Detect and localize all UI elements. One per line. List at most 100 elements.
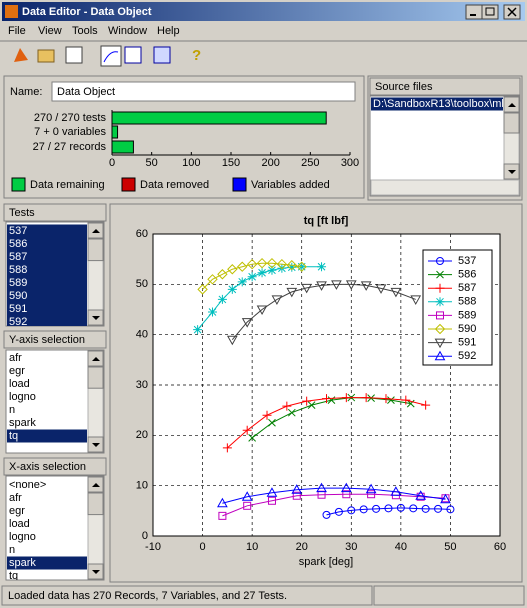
marker	[222, 443, 232, 453]
tool-button[interactable]	[124, 46, 142, 64]
marker	[440, 493, 451, 504]
x-list-item[interactable]: egr	[9, 505, 25, 517]
y-tick-label: 20	[136, 429, 148, 441]
marker	[241, 318, 253, 328]
marker	[401, 395, 411, 405]
lists: Source files D:\SandboxR13\toolbox\mb Test…	[3, 77, 521, 582]
tests-item[interactable]: 586	[9, 238, 27, 250]
name-label: Name:	[10, 86, 42, 98]
name-value[interactable]: Data Object	[57, 86, 115, 98]
window-title: Data Editor - Data Object	[22, 6, 152, 18]
x-list-item[interactable]: load	[9, 518, 30, 530]
tests-item[interactable]: 591	[9, 303, 27, 315]
source-panel	[367, 75, 523, 201]
series-line	[222, 493, 446, 517]
h-scrollbar[interactable]	[370, 179, 520, 196]
panel-title: X-axis selection	[9, 461, 86, 473]
tests-item[interactable]: 588	[9, 264, 27, 276]
marker	[340, 482, 352, 493]
panel-title: Y-axis selection	[9, 334, 85, 346]
menu-item[interactable]: Tools	[72, 25, 98, 37]
tool-icon	[14, 48, 28, 62]
y-list-item[interactable]: tq	[9, 430, 18, 442]
tests-item[interactable]: 590	[9, 290, 27, 302]
tests-item[interactable]: 589	[9, 277, 27, 289]
x-list-item[interactable]: afr	[9, 492, 22, 504]
marker	[372, 504, 381, 513]
legend-label: 590	[458, 323, 476, 335]
selection	[7, 556, 87, 570]
help-icon[interactable]: ?	[192, 47, 201, 64]
series-line	[231, 283, 416, 341]
x-list-item[interactable]: logno	[9, 531, 36, 543]
tests-item[interactable]: 537	[9, 225, 27, 237]
bar-label: 7 + 0 variables	[34, 126, 106, 138]
marker	[406, 399, 415, 408]
marker	[268, 418, 276, 427]
bar	[111, 111, 327, 125]
y-list-item[interactable]: afr	[9, 352, 22, 364]
menu-item[interactable]: View	[38, 25, 62, 37]
x-tick-label: 60	[494, 541, 506, 553]
y-tick-label: 10	[136, 480, 148, 492]
plot-panel	[109, 203, 523, 583]
source-item[interactable]: D:\SandboxR13\toolbox\mb	[373, 98, 508, 110]
selection	[7, 315, 87, 326]
marker	[316, 482, 327, 493]
x-list-item[interactable]: <none>	[9, 479, 46, 491]
thumb[interactable]	[87, 366, 104, 389]
tool-button[interactable]	[37, 49, 55, 63]
maximize-button[interactable]	[481, 4, 499, 20]
menu-item[interactable]: Help	[157, 25, 180, 37]
selection	[7, 276, 87, 290]
bar	[111, 140, 134, 154]
y-tick-label: 60	[136, 228, 148, 240]
marker	[322, 394, 331, 404]
marker	[365, 483, 377, 494]
tests-item[interactable]: 592	[9, 316, 27, 328]
tool-icon	[103, 51, 119, 63]
y-list-item[interactable]: egr	[9, 365, 25, 377]
thumb[interactable]	[503, 112, 520, 134]
minimize-button[interactable]	[465, 4, 483, 20]
series-line	[222, 487, 446, 504]
marker	[248, 433, 256, 442]
marker	[257, 268, 267, 278]
thumb[interactable]	[87, 238, 104, 262]
y-list-item[interactable]: load	[9, 378, 30, 390]
x-list-item[interactable]: tq	[9, 570, 18, 582]
y-tick-label: 0	[142, 530, 148, 542]
x-list-item[interactable]: spark	[9, 557, 36, 569]
marker	[207, 307, 217, 317]
tool-button[interactable]	[65, 46, 83, 64]
menu-item[interactable]: Window	[108, 25, 147, 37]
y-list-item[interactable]: n	[9, 404, 15, 416]
marker	[342, 490, 351, 499]
tests-item[interactable]: 587	[9, 251, 27, 263]
tool-button[interactable]	[153, 46, 171, 64]
legend-label: 589	[458, 309, 476, 321]
status-bar-cell	[373, 585, 525, 606]
x-axis-label: spark [deg]	[299, 556, 353, 568]
y-list-item[interactable]: logno	[9, 391, 36, 403]
arrow	[92, 357, 100, 361]
menu-item[interactable]: File	[8, 25, 26, 37]
name-input[interactable]	[51, 81, 356, 102]
thumb[interactable]	[87, 492, 104, 516]
marker	[237, 261, 248, 272]
marker	[331, 280, 342, 290]
marker	[287, 262, 297, 272]
tool-button[interactable]	[100, 45, 122, 67]
x-list-item[interactable]: n	[9, 544, 15, 556]
y-list-item[interactable]: spark	[9, 417, 36, 429]
source-items: D:\SandboxR13\toolbox\mb	[371, 97, 508, 111]
panel-header	[3, 330, 107, 349]
marker	[242, 425, 252, 435]
y-tick-label: 40	[136, 329, 148, 341]
window-buttons[interactable]	[465, 4, 521, 20]
x-tick-label: 300	[341, 157, 359, 169]
marker	[347, 506, 356, 515]
